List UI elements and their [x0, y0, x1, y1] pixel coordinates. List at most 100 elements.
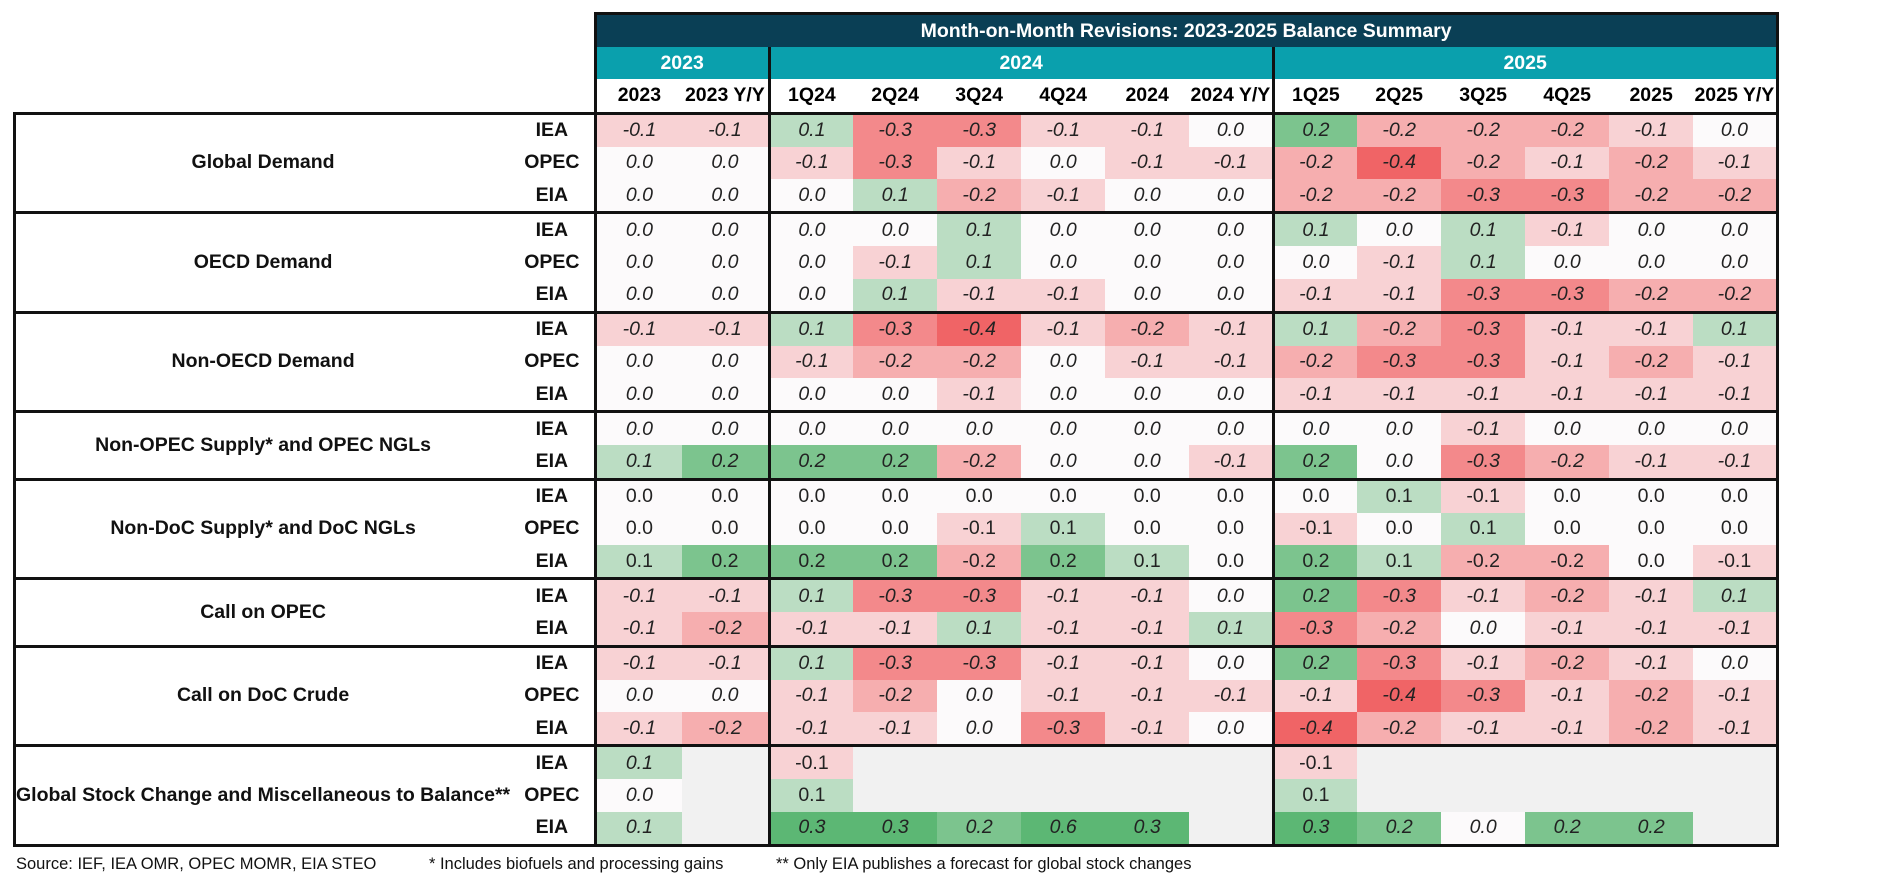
table-title: Month-on-Month Revisions: 2023-2025 Bala… — [593, 12, 1779, 48]
value-cell: 0.2 — [1271, 445, 1358, 481]
value-cell: -0.1 — [1105, 111, 1190, 147]
value-cell: 0.0 — [1105, 378, 1190, 414]
value-cell: 0.0 — [1105, 477, 1190, 513]
value-cell: 0.1 — [1441, 512, 1526, 545]
value-cell: -0.2 — [1271, 345, 1358, 379]
source-label: IEA — [510, 644, 597, 680]
value-cell: 0.0 — [1271, 410, 1358, 446]
value-cell: 0.0 — [1609, 477, 1694, 513]
value-cell — [1105, 779, 1190, 812]
value-cell: 0.0 — [1357, 410, 1442, 446]
value-cell: 0.0 — [853, 477, 938, 513]
value-cell — [937, 744, 1022, 780]
value-cell: 0.2 — [1271, 545, 1358, 581]
source-label: OPEC — [510, 679, 597, 712]
value-cell: -0.1 — [767, 711, 854, 748]
value-cell: 0.1 — [853, 178, 938, 215]
value-cell: -0.1 — [767, 345, 854, 379]
source-label: IEA — [510, 577, 597, 613]
value-cell: -0.1 — [593, 310, 683, 346]
value-cell: -0.1 — [1525, 211, 1610, 247]
value-cell: -0.1 — [1441, 644, 1526, 680]
column-header: 1Q25 — [1271, 79, 1358, 114]
value-cell: -0.1 — [1525, 345, 1610, 379]
value-cell: -0.2 — [1441, 111, 1526, 147]
value-cell: 0.0 — [1189, 545, 1275, 581]
value-cell: -0.1 — [1525, 378, 1610, 414]
value-cell: 0.1 — [1271, 310, 1358, 346]
value-cell: 0.0 — [1105, 410, 1190, 446]
value-cell: 0.1 — [1189, 612, 1275, 648]
value-cell: 0.0 — [1189, 378, 1275, 414]
value-cell: -0.2 — [1609, 345, 1694, 379]
column-header: 4Q25 — [1543, 83, 1591, 106]
value-cell: 0.0 — [1105, 246, 1190, 279]
value-cell: -0.1 — [1021, 278, 1106, 314]
value-cell: -0.1 — [1525, 679, 1610, 712]
table-row: OPEC 0.0 0.0 0.0 -0.1 0.1 0.0 0.0 0.0 0.0 -0.1 0.1 0… — [15, 246, 1779, 279]
value-cell: -0.1 — [1271, 378, 1358, 414]
value-cell: 0.0 — [1105, 178, 1190, 215]
value-cell: -0.1 — [1271, 278, 1358, 314]
value-cell: 0.0 — [1021, 211, 1106, 247]
value-cell — [682, 744, 771, 780]
value-cell: 0.1 — [593, 445, 683, 481]
value-cell: 0.1 — [1441, 246, 1526, 279]
value-cell: -0.1 — [1021, 178, 1106, 215]
value-cell — [682, 779, 771, 812]
value-cell — [853, 744, 938, 780]
value-cell: -0.3 — [1357, 345, 1442, 379]
value-cell: -0.1 — [1189, 445, 1275, 481]
column-header: 2024 Y/Y — [1189, 79, 1275, 114]
column-header: 3Q24 — [955, 83, 1003, 106]
value-cell: 0.0 — [1271, 477, 1358, 513]
value-cell: 0.0 — [1021, 246, 1106, 279]
value-cell: 0.0 — [1693, 246, 1779, 279]
value-cell: -0.1 — [1609, 644, 1694, 680]
value-cell: 0.0 — [682, 410, 771, 446]
table-row: Non-OECD Demand IEA -0.1 -0.1 0.1 -0.3 -0.4 -0.… — [13, 310, 1779, 414]
column-header: 2024 — [1125, 83, 1169, 106]
value-cell: 0.1 — [767, 644, 854, 680]
column-header: 3Q25 — [1459, 83, 1507, 106]
value-cell: 0.0 — [1693, 111, 1779, 147]
value-cell: -0.1 — [1105, 644, 1190, 680]
value-cell: 0.0 — [1609, 410, 1694, 446]
table-row: Non-OPEC Supply* and OPEC NGLs IEA 0.0 0.0 0… — [13, 410, 1779, 481]
value-cell: 0.0 — [1357, 445, 1442, 481]
value-cell — [1189, 811, 1275, 847]
metric-label: OECD Demand — [13, 211, 511, 314]
value-cell: 0.0 — [682, 211, 771, 247]
value-cell: 0.2 — [853, 545, 938, 581]
corner-blank — [14, 13, 596, 48]
value-cell: 0.0 — [593, 146, 683, 179]
value-cell — [1609, 779, 1694, 812]
value-cell: -0.1 — [1693, 711, 1779, 748]
corner-blank — [14, 47, 596, 80]
table-row: OPEC 0.0 0.0 0.0 0.0 -0.1 0.1 0.0 0.0 -0.1 0.0 0.1 0… — [15, 512, 1779, 545]
value-cell: 0.0 — [1021, 345, 1106, 379]
value-cell: -0.4 — [1271, 711, 1358, 748]
value-cell: -0.1 — [1105, 711, 1190, 748]
value-cell: -0.1 — [1693, 545, 1779, 581]
value-cell: -0.1 — [1525, 711, 1610, 748]
value-cell: 0.0 — [1693, 211, 1779, 247]
value-cell — [853, 779, 938, 812]
table-row: EIA -0.1 -0.2 -0.1 -0.1 0.0 -0.3 -0.1 0.0 -0.4 -0.… — [15, 711, 1779, 748]
value-cell: -0.1 — [1525, 310, 1610, 346]
value-cell: 0.0 — [1189, 512, 1275, 545]
table-row: Call on DoC Crude IEA -0.1 -0.1 0.1 -0.3 -0.3-… — [13, 644, 1779, 748]
source-label: IEA — [510, 744, 597, 780]
year-group-row: 2023 2024 2025 — [14, 47, 1779, 80]
value-cell: -0.3 — [1441, 679, 1526, 712]
metric-label: Call on DoC Crude — [13, 644, 511, 748]
value-cell — [1441, 779, 1526, 812]
table-row: Global Demand IEA -0.1 -0.1 0.1 -0.3 -0.3 -0.1-… — [13, 111, 1779, 215]
value-cell: 0.2 — [1357, 811, 1442, 847]
value-cell: 0.1 — [767, 779, 854, 812]
value-cell: -0.1 — [1441, 477, 1526, 513]
value-cell: 0.0 — [1189, 278, 1275, 314]
value-cell: -0.1 — [1189, 679, 1275, 712]
value-cell — [937, 779, 1022, 812]
value-cell: -0.1 — [682, 310, 771, 346]
